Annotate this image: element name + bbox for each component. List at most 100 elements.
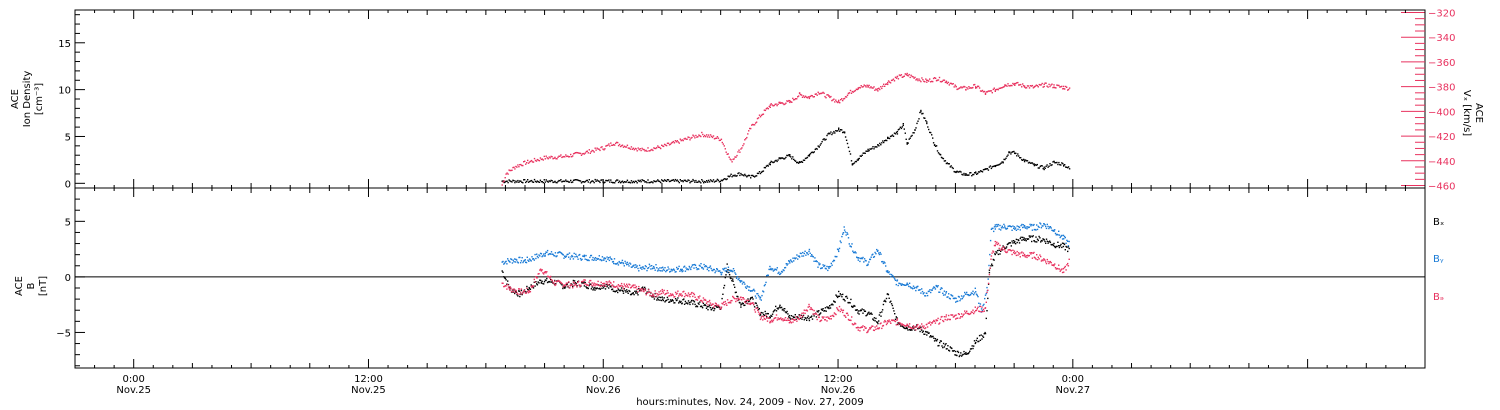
data-point: [619, 182, 622, 184]
data-point: [692, 295, 694, 298]
data-point: [656, 180, 658, 182]
data-point: [1020, 83, 1022, 86]
data-point: [762, 319, 764, 321]
data-point: [637, 294, 639, 296]
data-point: [593, 258, 596, 260]
data-point: [680, 300, 682, 303]
data-point: [903, 75, 905, 77]
data-point: [607, 281, 609, 283]
data-point: [792, 257, 794, 259]
data-point: [678, 295, 680, 297]
data-point: [888, 319, 890, 321]
data-point: [621, 180, 624, 182]
data-point: [597, 180, 599, 182]
data-point: [858, 86, 860, 89]
data-point: [990, 228, 993, 230]
data-point: [599, 285, 602, 287]
data-point: [761, 315, 763, 317]
data-point: [516, 292, 518, 294]
data-point: [514, 181, 516, 184]
data-point: [581, 282, 584, 284]
data-point: [1016, 250, 1018, 253]
data-point: [652, 149, 654, 152]
data-point: [588, 281, 590, 283]
top-ylabel-line1: ACE: [10, 89, 21, 109]
data-point: [759, 313, 762, 315]
data-point: [590, 151, 592, 153]
data-point: [936, 79, 939, 81]
data-point: [567, 286, 569, 288]
data-point: [943, 290, 946, 292]
data-point: [837, 101, 839, 104]
data-point: [1066, 86, 1068, 88]
data-point: [647, 289, 650, 291]
data-point: [712, 269, 714, 272]
data-point: [624, 289, 626, 292]
data-point: [656, 299, 658, 301]
data-point: [505, 279, 507, 281]
data-point: [531, 181, 534, 183]
data-point: [509, 289, 511, 291]
data-point: [913, 327, 915, 329]
data-point: [982, 308, 985, 311]
data-point: [626, 283, 628, 285]
data-point: [1047, 86, 1049, 88]
data-point: [753, 176, 756, 178]
data-point: [653, 180, 655, 182]
data-point: [1043, 168, 1045, 171]
data-point: [898, 321, 900, 324]
data-point: [746, 285, 748, 287]
data-point: [776, 319, 778, 321]
data-point: [831, 303, 833, 305]
data-point: [682, 291, 684, 293]
data-point: [1041, 259, 1043, 261]
data-point: [894, 133, 897, 135]
data-point: [624, 181, 627, 183]
data-point: [793, 316, 795, 319]
data-point: [829, 265, 832, 268]
data-point: [643, 267, 645, 270]
data-point: [574, 283, 577, 286]
data-point: [859, 310, 861, 312]
data-point: [906, 74, 908, 76]
data-point: [524, 291, 526, 293]
data-point: [522, 182, 524, 184]
data-point: [766, 107, 768, 109]
data-point: [1017, 81, 1019, 84]
data-point: [733, 270, 735, 272]
data-point: [526, 180, 528, 183]
data-point: [997, 164, 999, 166]
data-point: [1012, 225, 1014, 227]
data-point: [553, 282, 555, 285]
data-point: [620, 289, 622, 291]
data-point: [736, 299, 739, 302]
data-point: [686, 302, 688, 304]
data-point: [893, 80, 896, 82]
data-point: [972, 173, 974, 176]
data-point: [679, 138, 681, 140]
data-point: [579, 285, 581, 288]
top-left-y-label: ACE Ion Density [cm⁻³]: [10, 71, 45, 128]
data-point: [899, 322, 902, 325]
data-point: [740, 306, 742, 308]
data-point: [1025, 87, 1028, 89]
data-point: [609, 281, 611, 284]
data-point: [805, 309, 807, 312]
data-point: [900, 324, 903, 326]
data-point: [560, 283, 562, 285]
data-point: [1016, 155, 1018, 157]
data-point: [804, 312, 806, 315]
bottom-left-tick-label: 5: [65, 217, 71, 228]
data-point: [962, 296, 964, 298]
data-point: [900, 74, 903, 76]
data-point: [528, 161, 531, 163]
data-point: [1036, 238, 1039, 240]
data-point: [942, 319, 944, 322]
data-point: [963, 313, 965, 315]
data-point: [800, 94, 803, 96]
data-point: [538, 282, 540, 284]
data-point: [861, 86, 863, 88]
data-point: [800, 314, 802, 316]
data-point: [706, 268, 708, 271]
data-point: [894, 320, 897, 323]
